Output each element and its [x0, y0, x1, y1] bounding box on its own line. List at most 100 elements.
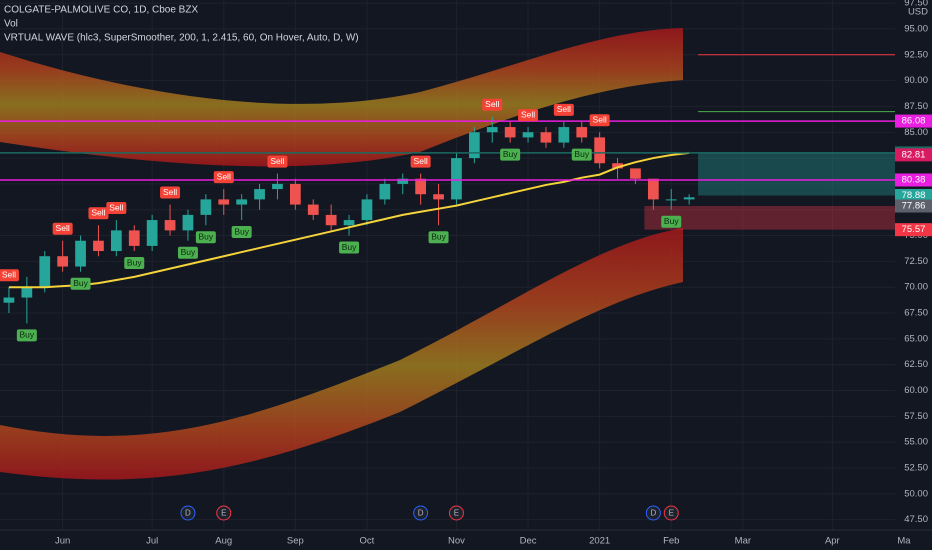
signal-badge [553, 103, 574, 116]
x-tick-label: Oct [360, 536, 375, 547]
signal-badge [195, 231, 216, 244]
candle-body [594, 137, 606, 164]
signal-badge [571, 148, 592, 161]
axes: 47.50 50.00 52.50 55.00 57.50 60.00 62.50 65.00… [55, 0, 932, 547]
signal-badge [267, 155, 288, 168]
candle-body [325, 214, 337, 226]
signal-badge [160, 186, 181, 199]
signal-label: Buy [574, 149, 589, 159]
y-tick-label: 57.50 [904, 411, 928, 422]
volume-label: Vol [4, 19, 18, 30]
x-tick-label: Apr [825, 536, 840, 547]
signal-badge [88, 207, 109, 220]
candle-body [289, 183, 301, 205]
price-tag [895, 199, 932, 213]
signal-label: Sell [91, 207, 105, 217]
y-tick-label: 72.50 [904, 256, 928, 267]
signal-badge [410, 155, 431, 168]
indicator-label: VRTUAL WAVE (hlc3, SuperSmoother, 200, 1… [4, 33, 359, 44]
y-tick-label: 62.50 [904, 359, 928, 370]
signal-badge [428, 231, 449, 244]
y-tick-label: 87.50 [904, 101, 928, 112]
y-tick-label: 97.50 [904, 0, 928, 9]
price-tag-label: 78.88 [902, 190, 926, 201]
moving-average [8, 151, 690, 289]
signal-label: Buy [73, 278, 88, 288]
y-tick-label: 67.50 [904, 308, 928, 319]
signal-badge [339, 241, 360, 254]
signal-badge [106, 202, 127, 215]
candle-body [236, 199, 248, 205]
candle-body [110, 230, 122, 252]
event-marker [663, 505, 679, 521]
candle-body [504, 127, 516, 138]
price-tag [895, 188, 932, 202]
x-tick-label: Feb [663, 536, 679, 547]
event-marker [216, 505, 232, 521]
candle-body [558, 127, 570, 143]
candle-body [486, 127, 498, 133]
y-tick-label: 95.00 [904, 23, 928, 34]
price-tag [895, 114, 932, 128]
event-label: E [221, 509, 226, 518]
y-tick-label: 60.00 [904, 385, 928, 396]
price-tag [895, 148, 932, 162]
candle-body [379, 183, 391, 200]
signal-label: Sell [163, 187, 177, 197]
signal-label: Buy [20, 330, 35, 340]
price-tag-label: 80.38 [902, 174, 926, 185]
signal-label: Buy [199, 231, 214, 241]
price-tag [895, 223, 932, 237]
currency-label: USD [908, 7, 928, 18]
y-tick-label: 92.50 [904, 49, 928, 60]
price-axis [895, 0, 932, 530]
price-tag-label: 82.81 [902, 149, 926, 160]
signal-badge [213, 171, 234, 184]
x-tick-label: Jun [55, 536, 70, 547]
y-tick-label: 52.50 [904, 463, 928, 474]
candle-body [343, 220, 355, 226]
y-tick-label: 50.00 [904, 488, 928, 499]
signal-label: Sell [557, 104, 571, 114]
signal-label: Sell [217, 171, 231, 181]
y-tick-label: 90.00 [904, 75, 928, 86]
signal-label: Sell [56, 223, 70, 233]
price-tag-label: 77.86 [902, 201, 926, 212]
signal-label: Sell [414, 156, 428, 166]
candle-body [612, 163, 623, 169]
x-tick-label: Sep [287, 536, 304, 547]
event-label: E [454, 509, 459, 518]
zone [698, 152, 895, 196]
y-tick-label: 55.00 [904, 437, 928, 448]
candle-body [39, 256, 51, 288]
event-marker [413, 505, 429, 521]
signal-badge [231, 226, 252, 239]
candle-body [576, 127, 588, 138]
event-label: E [669, 509, 674, 518]
lower-wave-band [0, 228, 683, 480]
candle-body [3, 297, 15, 303]
x-tick-label: Nov [448, 536, 465, 547]
signal-badge [124, 257, 145, 270]
signal-badge [518, 109, 539, 122]
signal-label: Buy [181, 247, 196, 257]
signal-badge [0, 269, 19, 282]
zone [644, 206, 895, 230]
candle-body [200, 199, 212, 215]
signal-badge [177, 246, 198, 259]
candle-body [57, 256, 69, 267]
candle-body [218, 199, 230, 205]
event-marker [645, 505, 661, 521]
signal-badge [482, 98, 503, 111]
signal-badge [661, 215, 682, 228]
candle-body [433, 194, 444, 200]
event-label: D [650, 509, 656, 518]
candle-body [415, 178, 427, 195]
signal-label: Buy [431, 231, 446, 241]
signal-badge [16, 329, 37, 342]
x-tick-label: 2021 [589, 536, 610, 547]
signal-label: Sell [270, 156, 284, 166]
candle-body [540, 132, 552, 143]
x-tick-label: Jul [146, 536, 158, 547]
